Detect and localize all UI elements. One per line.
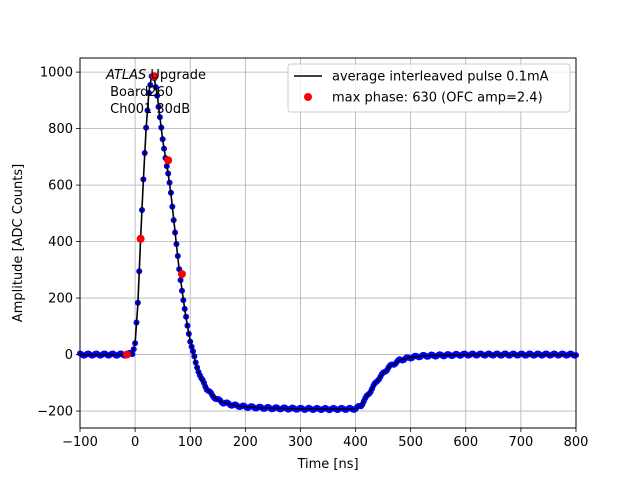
annotation-line-3: Ch001 30dB — [106, 102, 190, 117]
pulse-sample-point — [129, 351, 136, 358]
y-tick-label: −200 — [37, 405, 73, 420]
annotation-line-2: Board260 — [106, 85, 173, 100]
plot-frame — [79, 57, 577, 429]
x-tick-label: 400 — [343, 435, 368, 450]
x-tick-label: 200 — [233, 435, 258, 450]
annotation-atlas: ATLAS — [105, 68, 146, 83]
axis-ticks: −100 0 100 200 300 400 500 600 700 800 −200 0 200 400… — [37, 66, 588, 450]
x-tick-label: 800 — [564, 435, 589, 450]
legend-entry-max-phase: max phase: 630 (OFC amp=2.4) — [332, 91, 543, 106]
x-tick-label: 600 — [453, 435, 478, 450]
x-axis-label: Time [ns] — [296, 457, 358, 472]
x-tick-label: 100 — [178, 435, 203, 450]
y-tick-label: 800 — [48, 122, 73, 137]
max-phase-point — [150, 72, 159, 81]
max-phase-point — [164, 156, 173, 165]
max-phase-point — [177, 270, 186, 279]
annotation-line-1: ATLAS Upgrade — [105, 68, 206, 83]
y-tick-label: 0 — [65, 348, 73, 363]
x-tick-label: 300 — [288, 435, 313, 450]
atlas-annotation: ATLAS Upgrade Board260 Ch001 30dB — [105, 68, 206, 117]
x-tick-label: 500 — [398, 435, 423, 450]
y-tick-label: 1000 — [40, 66, 73, 81]
x-tick-label: −100 — [62, 435, 98, 450]
max-phase-point — [136, 234, 145, 243]
annotation-upgrade: Upgrade — [146, 68, 206, 83]
y-tick-label: 400 — [48, 235, 73, 250]
legend-entry-average-pulse: average interleaved pulse 0.1mA — [332, 70, 549, 85]
legend-marker-swatch — [304, 93, 312, 101]
y-tick-label: 600 — [48, 179, 73, 194]
legend: average interleaved pulse 0.1mA max phas… — [287, 63, 571, 113]
y-axis-label: Amplitude [ADC Counts] — [11, 164, 26, 322]
max-phase-point — [122, 350, 131, 359]
y-tick-label: 200 — [48, 292, 73, 307]
legend-box — [287, 63, 571, 113]
x-tick-label: 700 — [508, 435, 533, 450]
x-tick-label: 0 — [131, 435, 139, 450]
average-pulse-line — [80, 75, 576, 410]
